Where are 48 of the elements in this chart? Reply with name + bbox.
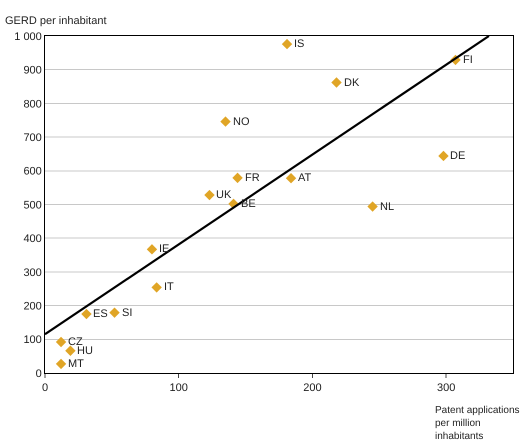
annotation: IE	[159, 243, 170, 255]
point	[204, 190, 215, 200]
x-axis-title: Patent applications per million inhabitants	[435, 405, 520, 441]
y-axis-title: GERD per inhabitant	[5, 15, 106, 27]
y-tick-label: 900	[23, 64, 42, 77]
y-tick-label: 600	[23, 166, 42, 178]
annotation: MT	[68, 358, 84, 370]
y-tick-label: 0	[36, 368, 42, 380]
annotation: AT	[298, 172, 312, 184]
point	[282, 38, 292, 50]
point	[367, 201, 378, 212]
y-tick-label: 700	[23, 132, 42, 144]
annotation: SI	[122, 307, 132, 319]
annotation: FR	[245, 172, 260, 184]
annotation: NL	[380, 201, 394, 213]
annotation: ES	[93, 308, 108, 320]
point	[151, 282, 162, 293]
y-tick-label: 100	[23, 334, 42, 346]
annotation: FI	[463, 54, 473, 66]
point	[286, 173, 296, 184]
x-tick-label: 100	[170, 382, 188, 394]
annotation: IT	[164, 281, 174, 293]
y-tick-label: 400	[23, 233, 42, 246]
annotation: HU	[77, 345, 93, 357]
y-tick-label: 800	[23, 98, 42, 110]
y-tick-label: 500	[23, 199, 42, 212]
x-tick-label: 200	[303, 382, 322, 394]
point	[65, 346, 76, 356]
annotation: UK	[216, 189, 232, 201]
point	[56, 358, 66, 370]
point	[232, 172, 243, 184]
point	[146, 244, 158, 255]
point	[56, 336, 66, 348]
annotation: CZ	[68, 336, 83, 348]
y-tick-label: 300	[23, 266, 42, 279]
annotation: DK	[344, 77, 360, 89]
annotation: NO	[233, 116, 250, 128]
y-tick-label: 1 000	[14, 30, 42, 43]
annotation: IS	[294, 38, 304, 50]
annotation: DE	[450, 150, 466, 162]
point	[220, 116, 231, 127]
point	[81, 308, 92, 320]
y-tick-label: 200	[23, 300, 42, 312]
point	[438, 150, 449, 162]
x-tick-label: 300	[436, 382, 456, 394]
point	[109, 307, 120, 318]
annotation: BE	[241, 198, 256, 210]
point	[331, 77, 342, 88]
